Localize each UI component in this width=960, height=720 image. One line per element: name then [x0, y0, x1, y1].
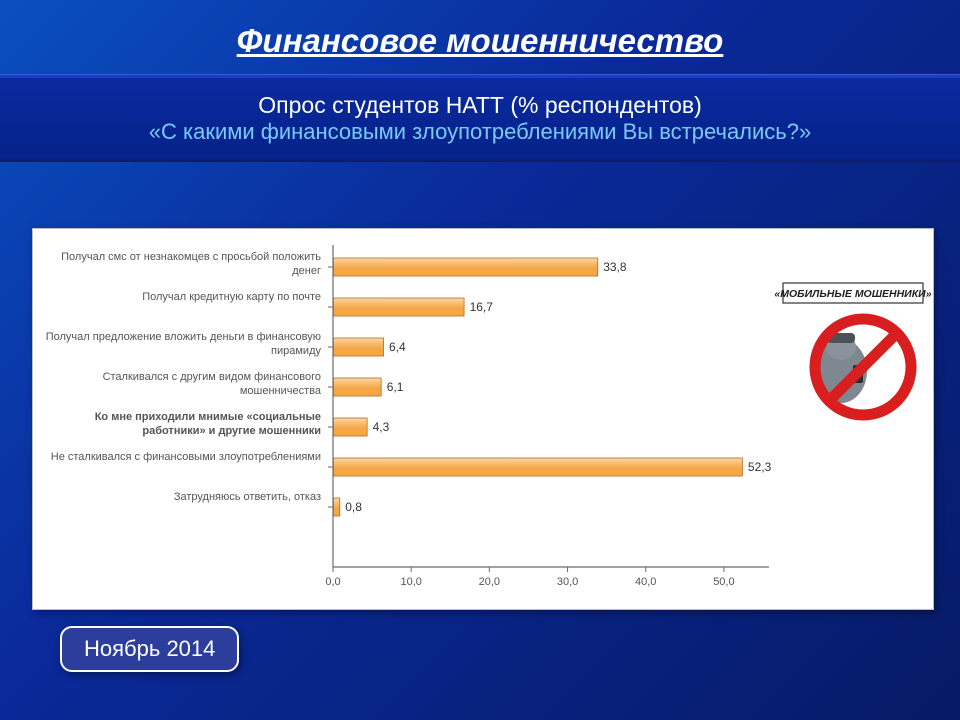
- bar-value: 16,7: [470, 300, 494, 314]
- svg-text:50,0: 50,0: [713, 576, 734, 588]
- slide: Финансовое мошенничество Опрос студентов…: [0, 0, 960, 720]
- bar-label: Получал кредитную карту по почте: [39, 291, 321, 305]
- chart-panel: 0,0 10,0 20,0 30,0 40,0 50,0 Получал смс от не…: [32, 228, 934, 610]
- side-box-label: «МОБИЛЬНЫЕ МОШЕННИКИ»: [774, 288, 931, 300]
- bar-label: Получал предложение вложить деньги в фин…: [39, 331, 321, 359]
- bar-value: 0,8: [345, 500, 362, 514]
- bar-label: Сталкивался с другим видом финансового м…: [39, 371, 321, 399]
- subtitle: Опрос студентов НАТТ (% респондентов) «С…: [0, 78, 960, 162]
- subtitle-line2: «С какими финансовыми злоупотреблениями …: [20, 119, 940, 145]
- bar-value: 52,3: [748, 460, 772, 474]
- bar-value: 6,1: [387, 380, 404, 394]
- bar-label: Ко мне приходили мнимые «социальные рабо…: [39, 411, 321, 439]
- bar-value: 33,8: [603, 260, 627, 274]
- bar: [334, 338, 384, 356]
- bar-label: Не сталкивался с финансовыми злоупотребл…: [39, 451, 321, 465]
- bar-label: Затрудняюсь ответить, отказ: [39, 491, 321, 505]
- bar-label: Получал смс от незнакомцев с просьбой по…: [39, 251, 321, 279]
- svg-text:30,0: 30,0: [557, 576, 578, 588]
- svg-text:40,0: 40,0: [635, 576, 656, 588]
- page-title: Финансовое мошенничество: [0, 0, 960, 68]
- date-badge: Ноябрь 2014: [60, 626, 239, 672]
- bar: [334, 378, 382, 396]
- bar-chart: 0,0 10,0 20,0 30,0 40,0 50,0 Получал смс от не…: [33, 229, 933, 609]
- subtitle-line1: Опрос студентов НАТТ (% респондентов): [20, 92, 940, 119]
- bar: [334, 298, 465, 316]
- bar-value: 4,3: [373, 420, 390, 434]
- bar: [334, 418, 368, 436]
- svg-text:20,0: 20,0: [479, 576, 500, 588]
- bar: [334, 498, 340, 516]
- bar: [334, 458, 743, 476]
- svg-text:0,0: 0,0: [325, 576, 340, 588]
- bar: [334, 258, 598, 276]
- bar-value: 6,4: [389, 340, 406, 354]
- svg-text:10,0: 10,0: [400, 576, 421, 588]
